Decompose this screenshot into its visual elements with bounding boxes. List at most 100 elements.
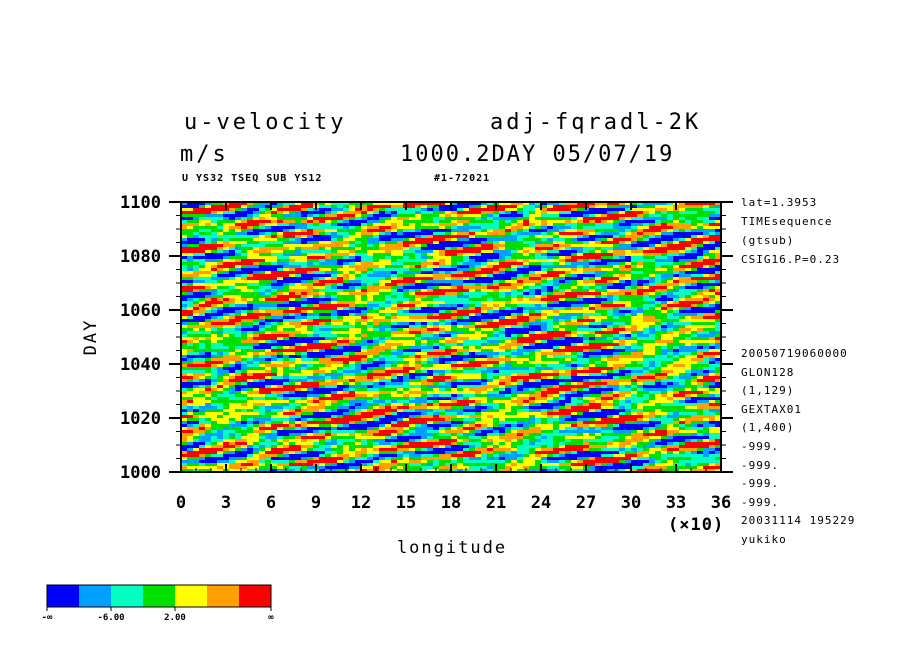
heatmap-cell <box>451 286 458 290</box>
heatmap-cell <box>505 277 512 281</box>
heatmap-cell <box>331 298 338 302</box>
heatmap-cell <box>649 340 656 344</box>
heatmap-cell <box>409 256 416 260</box>
heatmap-cell <box>373 310 380 314</box>
heatmap-cell <box>403 313 410 317</box>
heatmap-cell <box>487 214 494 218</box>
heatmap-cell <box>439 307 446 311</box>
heatmap-cell <box>373 361 380 365</box>
heatmap-cell <box>373 322 380 326</box>
heatmap-cell <box>451 268 458 272</box>
heatmap-cell <box>295 292 302 296</box>
heatmap-cell <box>337 238 344 242</box>
heatmap-cell <box>367 334 374 338</box>
heatmap-cell <box>613 271 620 275</box>
heatmap-cell <box>691 229 698 233</box>
heatmap-cell <box>247 214 254 218</box>
heatmap-cell <box>247 340 254 344</box>
heatmap-cell <box>553 328 560 332</box>
heatmap-cell <box>679 346 686 350</box>
heatmap-cell <box>379 301 386 305</box>
heatmap-cell <box>511 256 518 260</box>
heatmap-cell <box>409 316 416 320</box>
heatmap-cell <box>553 280 560 284</box>
heatmap-cell <box>277 343 284 347</box>
heatmap-cell <box>445 202 452 206</box>
heatmap-cell <box>661 241 668 245</box>
heatmap-cell <box>361 253 368 257</box>
heatmap-cell <box>253 271 260 275</box>
heatmap-cell <box>337 214 344 218</box>
heatmap-cell <box>463 319 470 323</box>
heatmap-cell <box>649 319 656 323</box>
heatmap-cell <box>547 352 554 356</box>
heatmap-cell <box>277 337 284 341</box>
heatmap-cell <box>475 214 482 218</box>
heatmap-cell <box>511 352 518 356</box>
heatmap-cell <box>193 346 200 350</box>
heatmap-cell <box>331 247 338 251</box>
heatmap-cell <box>481 313 488 317</box>
heatmap-cell <box>349 247 356 251</box>
heatmap-cell <box>349 292 356 296</box>
heatmap-cell <box>697 262 704 266</box>
heatmap-cell <box>505 358 512 362</box>
heatmap-cell <box>715 202 721 206</box>
heatmap-cell <box>625 268 632 272</box>
heatmap-cell <box>715 364 721 368</box>
heatmap-cell <box>553 238 560 242</box>
heatmap-cell <box>415 358 422 362</box>
heatmap-cell <box>493 304 500 308</box>
heatmap-cell <box>565 274 572 278</box>
heatmap-cell <box>661 304 668 308</box>
heatmap-cell <box>229 274 236 278</box>
heatmap-cell <box>187 292 194 296</box>
heatmap-cell <box>217 280 224 284</box>
heatmap-cell <box>571 286 578 290</box>
heatmap-cell <box>313 286 320 290</box>
heatmap-cell <box>193 235 200 239</box>
variable-description: U YS32 TSEQ SUB YS12 <box>182 173 323 184</box>
heatmap-cell <box>379 247 386 251</box>
heatmap-cell <box>607 322 614 326</box>
heatmap-cell <box>709 229 716 233</box>
heatmap-cell <box>613 358 620 362</box>
heatmap-cell <box>373 334 380 338</box>
heatmap-cell <box>409 232 416 236</box>
heatmap-cell <box>529 247 536 251</box>
heatmap-cell <box>313 211 320 215</box>
heatmap-cell <box>277 292 284 296</box>
heatmap-cell <box>217 283 224 287</box>
heatmap-cell <box>277 355 284 359</box>
heatmap-cell <box>421 310 428 314</box>
heatmap-cell <box>205 364 212 368</box>
heatmap-cell <box>295 286 302 290</box>
heatmap-cell <box>703 277 710 281</box>
heatmap-cell <box>445 325 452 329</box>
heatmap-cell <box>475 295 482 299</box>
heatmap-cell <box>493 295 500 299</box>
heatmap-cell <box>577 211 584 215</box>
heatmap-cell <box>619 295 626 299</box>
heatmap-cell <box>619 226 626 230</box>
heatmap-cell <box>253 337 260 341</box>
heatmap-cell <box>313 349 320 353</box>
heatmap-cell <box>307 262 314 266</box>
heatmap-cell <box>457 307 464 311</box>
heatmap-cell <box>637 220 644 224</box>
heatmap-cell <box>595 277 602 281</box>
heatmap-cell <box>559 250 566 254</box>
heatmap-cell <box>661 208 668 212</box>
heatmap-cell <box>391 241 398 245</box>
heatmap-cell <box>475 262 482 266</box>
heatmap-cell <box>193 280 200 284</box>
heatmap-cell <box>685 313 692 317</box>
heatmap-cell <box>199 205 206 209</box>
heatmap-cell <box>397 304 404 308</box>
heatmap-cell <box>313 280 320 284</box>
heatmap-cell <box>205 310 212 314</box>
heatmap-cell <box>715 358 721 362</box>
heatmap-cell <box>193 316 200 320</box>
heatmap-cell <box>199 220 206 224</box>
heatmap-cell <box>187 316 194 320</box>
